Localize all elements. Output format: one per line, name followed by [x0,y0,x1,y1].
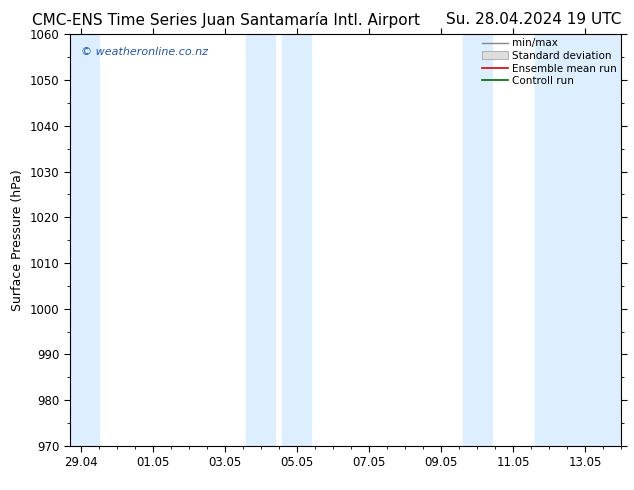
Legend: min/max, Standard deviation, Ensemble mean run, Controll run: min/max, Standard deviation, Ensemble me… [480,36,619,88]
Text: Su. 28.04.2024 19 UTC: Su. 28.04.2024 19 UTC [446,12,621,27]
Text: CMC-ENS Time Series Juan Santamaría Intl. Airport: CMC-ENS Time Series Juan Santamaría Intl… [32,12,420,28]
Bar [282,34,311,446]
Text: © weatheronline.co.nz: © weatheronline.co.nz [81,47,208,57]
Bar [463,34,491,446]
Bar [535,34,621,446]
Bar [70,34,98,446]
Bar [247,34,275,446]
Y-axis label: Surface Pressure (hPa): Surface Pressure (hPa) [11,169,24,311]
